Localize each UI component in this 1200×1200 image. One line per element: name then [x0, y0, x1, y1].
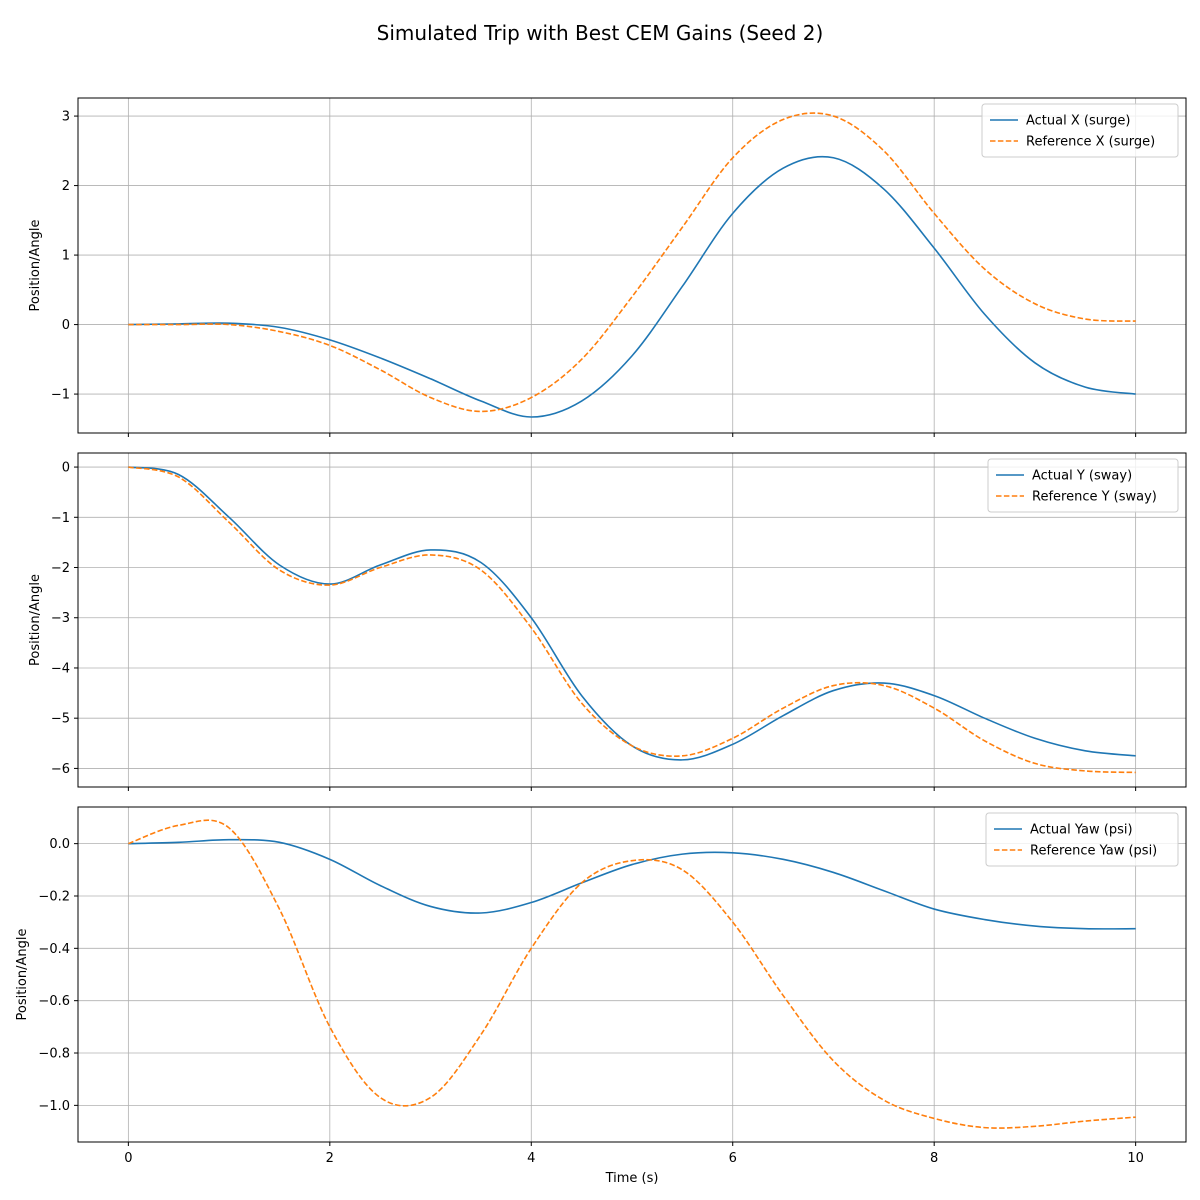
x-tick-label: 2 [326, 1151, 334, 1166]
legend-label-actual: Actual X (surge) [1026, 114, 1130, 129]
y-tick-label: 1 [62, 249, 70, 264]
x-axis-label: Time (s) [605, 1171, 659, 1186]
y-tick-label: −6 [51, 762, 70, 777]
y-tick-label: −0.4 [38, 942, 70, 957]
figure-title: Simulated Trip with Best CEM Gains (Seed… [377, 21, 824, 45]
x-tick-label: 4 [527, 1151, 535, 1166]
y-tick-label: −5 [51, 712, 70, 727]
subplot-1: −1 0 1 2 3 Position/Angle Actual X (surge) Refe… [28, 97, 1187, 437]
y-tick-label: −0.8 [38, 1047, 70, 1062]
series-line-reference [128, 112, 1136, 413]
axes-frame [77, 806, 1187, 1143]
y-axis-label: Position/Angle [28, 574, 43, 666]
y-tick-label: 3 [62, 110, 70, 125]
legend-label-reference: Reference Yaw (psi) [1030, 844, 1157, 859]
legend-box [987, 458, 1179, 513]
y-tick-label: −0.6 [38, 994, 70, 1009]
legend-label-reference: Reference Y (sway) [1032, 490, 1157, 505]
y-tick-label: −3 [51, 611, 70, 626]
legend-box [981, 103, 1179, 158]
y-tick-label: 2 [62, 179, 70, 194]
legend: Actual Yaw (psi) Reference Yaw (psi) [985, 812, 1179, 867]
y-tick-label: −1.0 [38, 1099, 70, 1114]
x-tick-label: 6 [729, 1151, 737, 1166]
y-tick-label: 0.0 [49, 837, 70, 852]
legend-label-actual: Actual Yaw (psi) [1030, 823, 1133, 838]
y-tick-label: −1 [51, 388, 70, 403]
series-line-reference [128, 466, 1136, 774]
legend-box [985, 812, 1179, 867]
y-tick-label: −4 [51, 661, 70, 676]
subplot-2: −6 −5 −4 −3 −2 −1 0 Position/Angle Actual Y (swa… [28, 452, 1187, 791]
x-tick-label: 0 [124, 1151, 132, 1166]
legend-label-reference: Reference X (surge) [1026, 135, 1155, 150]
y-axis-label: Position/Angle [28, 220, 43, 312]
axes-frame [77, 452, 1187, 788]
y-tick-label: −2 [51, 561, 70, 576]
legend: Actual Y (sway) Reference Y (sway) [987, 458, 1179, 513]
y-tick-label: 0 [62, 318, 70, 333]
x-tick-label: 8 [930, 1151, 938, 1166]
subplot-3: 0 2 4 6 8 10 −1.0 −0.8 −0.6 −0.4 −0.2 0.0 Position/A… [15, 806, 1187, 1186]
series-line-reference [128, 819, 1136, 1129]
y-tick-label: 0 [62, 461, 70, 476]
legend: Actual X (surge) Reference X (surge) [981, 103, 1179, 158]
legend-label-actual: Actual Y (sway) [1032, 469, 1132, 484]
y-tick-label: −0.2 [38, 889, 70, 904]
y-axis-label: Position/Angle [15, 929, 30, 1021]
y-tick-label: −1 [51, 511, 70, 526]
series-line-actual [128, 838, 1136, 930]
series-line-actual [128, 155, 1136, 418]
x-tick-label: 10 [1127, 1151, 1144, 1166]
axes-frame [77, 97, 1187, 434]
series-line-actual [128, 466, 1136, 761]
